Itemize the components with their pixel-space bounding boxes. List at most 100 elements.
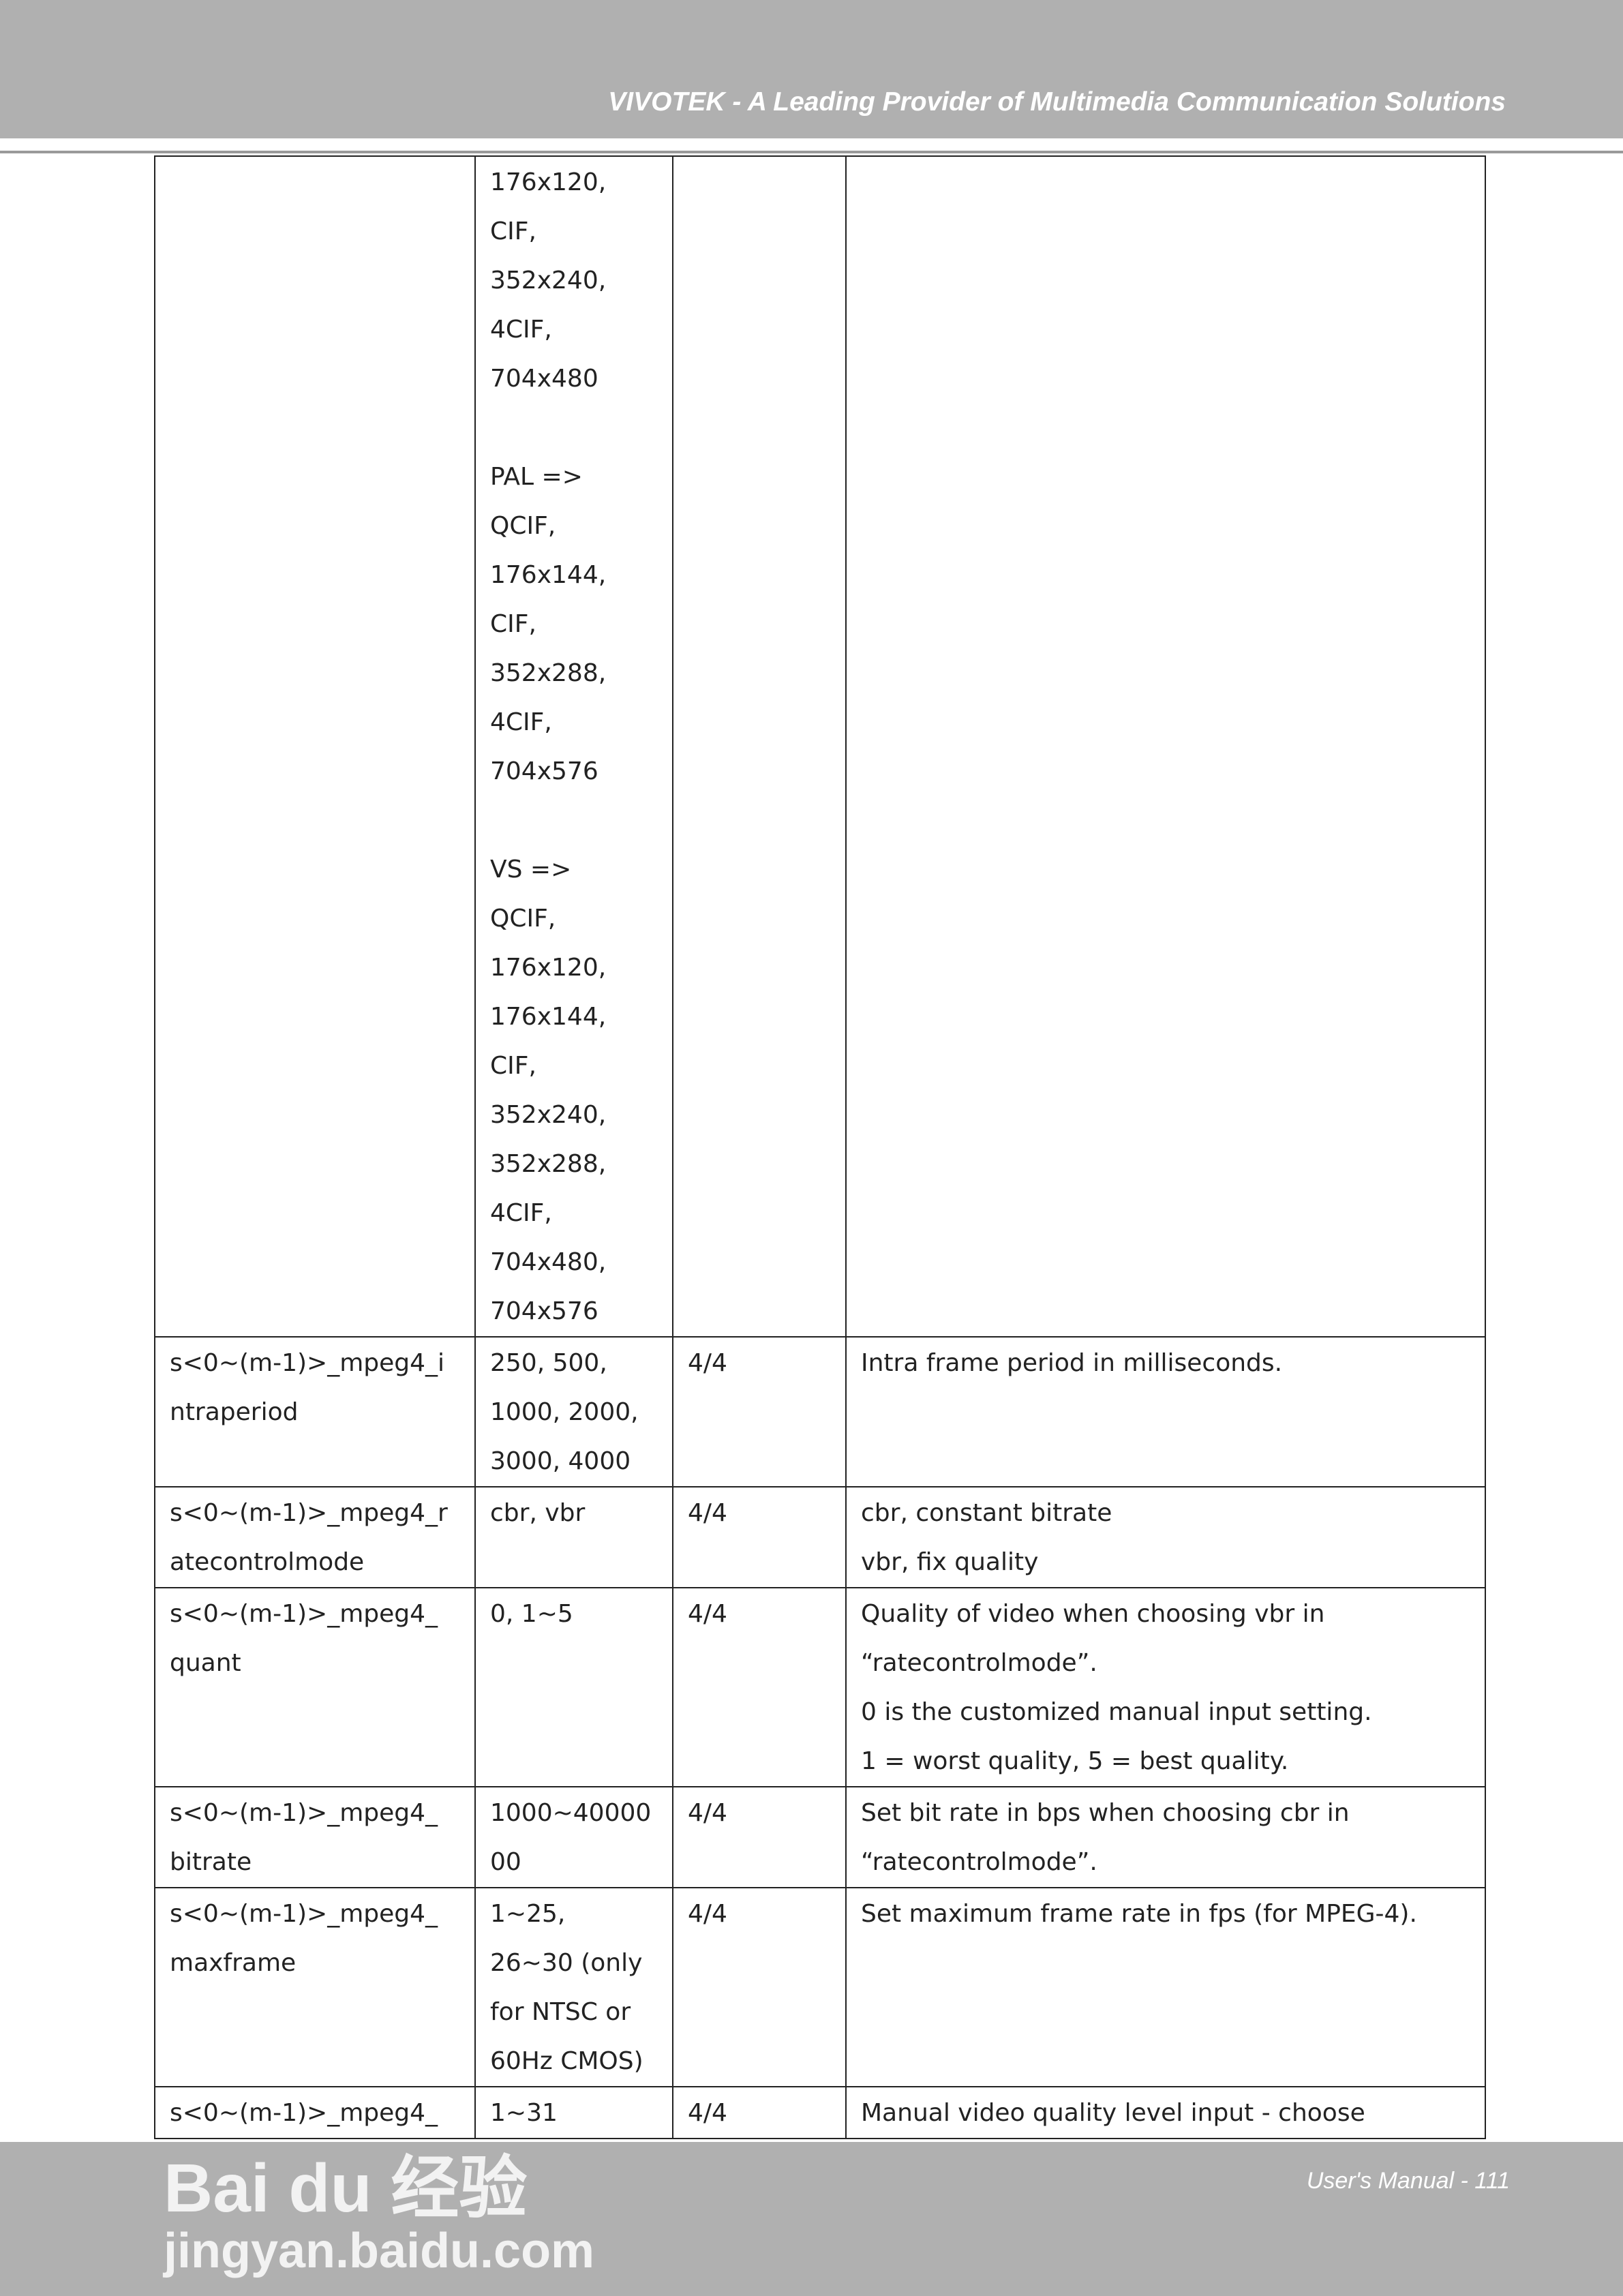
param-name-cell: s<0~(m-1)>_mpeg4_r atecontrolmode	[154, 1486, 476, 1588]
cell-line: 704x576	[490, 757, 598, 785]
param-name-cell: s<0~(m-1)>_mpeg4_quant	[154, 1587, 476, 1787]
page-number: User's Manual - 111	[1306, 2168, 1510, 2194]
cell-line: “ratecontrolmode”.	[861, 1649, 1097, 1677]
cell-line: s<0~(m-1)>_mpeg4_	[170, 1900, 438, 1928]
cell-line	[490, 404, 658, 453]
cell-line: 1000, 2000,	[490, 1398, 639, 1426]
cell-line: quant	[170, 1649, 241, 1677]
param-description-cell: Set bit rate in bps when choosing cbr in…	[845, 1786, 1486, 1888]
table-row: s<0~(m-1)>_mpeg4_quant 0, 1~5 4/4 Quality o…	[154, 1587, 1486, 1787]
cell-line: 704x480,	[490, 1248, 607, 1276]
page-footer	[0, 2142, 1623, 2296]
cell-line: 352x288,	[490, 1150, 607, 1178]
cell-line: 704x576	[490, 1297, 598, 1325]
cell-line: Manual video quality level input - choos…	[861, 2099, 1365, 2127]
param-value-cell: 1000~40000 00	[474, 1786, 673, 1888]
cell-line: 704x480	[490, 365, 598, 393]
cell-line: 1~25,	[490, 1900, 566, 1928]
cell-line: 4/4	[688, 1499, 727, 1527]
cell-line: 250, 500,	[490, 1349, 607, 1377]
param-security-cell: 4/4	[672, 1587, 847, 1787]
param-description-cell: Intra frame period in milliseconds.	[845, 1336, 1486, 1487]
cell-line: 4/4	[688, 2099, 727, 2127]
param-name-cell	[154, 155, 476, 1338]
cell-line: s<0~(m-1)>_mpeg4_	[170, 1600, 438, 1628]
cell-line: PAL =>	[490, 463, 583, 491]
param-name-cell: s<0~(m-1)>_mpeg4_ maxframe	[154, 1887, 476, 2087]
cell-line: 3000, 4000	[490, 1447, 631, 1475]
cell-line: Set maximum frame rate in fps (for MPEG-…	[861, 1900, 1417, 1928]
cell-line: 176x144,	[490, 561, 607, 589]
cell-line: 4CIF,	[490, 316, 552, 344]
cell-line: 00	[490, 1848, 521, 1876]
cell-line: 4/4	[688, 1349, 727, 1377]
param-security-cell: 4/4	[672, 2086, 847, 2139]
param-security-cell	[672, 155, 847, 1338]
cell-line: s<0~(m-1)>_mpeg4_	[170, 1799, 438, 1827]
cell-line: CIF,	[490, 217, 536, 245]
cell-line: 0, 1~5	[490, 1600, 573, 1628]
param-value-cell: 176x120, CIF, 352x240, 4CIF, 704x480 PAL => QC…	[474, 155, 673, 1338]
cell-line: bitrate	[170, 1848, 252, 1876]
cell-line: “ratecontrolmode”.	[861, 1848, 1097, 1876]
cell-line: 0 is the customized manual input setting…	[861, 1698, 1372, 1726]
param-value-cell: 0, 1~5	[474, 1587, 673, 1787]
cell-line: 352x240,	[490, 267, 607, 294]
cell-line: 1 = worst quality, 5 = best quality.	[861, 1747, 1289, 1775]
param-security-cell: 4/4	[672, 1486, 847, 1588]
param-name-cell: s<0~(m-1)>_mpeg4_bitrate	[154, 1786, 476, 1888]
param-value-cell: cbr, vbr	[474, 1486, 673, 1588]
param-description-cell	[845, 155, 1486, 1338]
param-description-cell: cbr, constant bitrate vbr, fix quality	[845, 1486, 1486, 1588]
cell-line: cbr, constant bitrate	[861, 1499, 1112, 1527]
cell-line	[490, 796, 658, 845]
cell-line: 60Hz CMOS)	[490, 2047, 643, 2075]
param-security-cell: 4/4	[672, 1336, 847, 1487]
param-name-cell: s<0~(m-1)>_mpeg4_	[154, 2086, 476, 2139]
cell-line: Intra frame period in milliseconds.	[861, 1349, 1283, 1377]
cell-line: s<0~(m-1)>_mpeg4_r	[170, 1499, 448, 1527]
cell-line: cbr, vbr	[490, 1499, 586, 1527]
cell-line: QCIF,	[490, 512, 556, 540]
cell-line: s<0~(m-1)>_mpeg4_	[170, 2099, 438, 2127]
cell-line: 4CIF,	[490, 1199, 552, 1227]
param-description-cell: Quality of video when choosing vbr in “ra…	[845, 1587, 1486, 1787]
header-divider	[0, 151, 1623, 153]
param-description-cell: Manual video quality level input - choos…	[845, 2086, 1486, 2139]
header-title: VIVOTEK - A Leading Provider of Multimed…	[608, 87, 1506, 117]
cell-line: 176x120,	[490, 168, 607, 196]
cell-line: 176x120,	[490, 954, 607, 982]
cell-line: 4/4	[688, 1600, 727, 1628]
cell-line: maxframe	[170, 1949, 297, 1977]
page-header: VIVOTEK - A Leading Provider of Multimed…	[0, 0, 1623, 138]
table-row: 176x120, CIF, 352x240, 4CIF, 704x480 PAL => QC…	[154, 155, 1486, 1338]
parameter-table: 176x120, CIF, 352x240, 4CIF, 704x480 PAL => QC…	[154, 155, 1486, 2139]
cell-line: ntraperiod	[170, 1398, 299, 1426]
cell-line: Set bit rate in bps when choosing cbr in	[861, 1799, 1350, 1827]
cell-line: s<0~(m-1)>_mpeg4_i	[170, 1349, 445, 1377]
cell-line: CIF,	[490, 1052, 536, 1080]
cell-line: VS =>	[490, 856, 572, 883]
cell-line: CIF,	[490, 610, 536, 638]
param-description-cell: Set maximum frame rate in fps (for MPEG-…	[845, 1887, 1486, 2087]
param-security-cell: 4/4	[672, 1887, 847, 2087]
param-value-cell: 1~31	[474, 2086, 673, 2139]
cell-line: 176x144,	[490, 1003, 607, 1031]
cell-line: 1~31	[490, 2099, 558, 2127]
cell-line: atecontrolmode	[170, 1548, 365, 1576]
table-row: s<0~(m-1)>_mpeg4_ 1~31 4/4 Manual video qua…	[154, 2086, 1486, 2139]
cell-line: vbr, fix quality	[861, 1548, 1039, 1576]
table-row: s<0~(m-1)>_mpeg4_ maxframe 1~25, 26~30 (onl…	[154, 1887, 1486, 2087]
table-row: s<0~(m-1)>_mpeg4_bitrate 1000~40000 00 4/4 S…	[154, 1786, 1486, 1888]
param-name-cell: s<0~(m-1)>_mpeg4_i ntraperiod	[154, 1336, 476, 1487]
cell-line: 4CIF,	[490, 708, 552, 736]
cell-line: 1000~40000	[490, 1799, 652, 1827]
param-security-cell: 4/4	[672, 1786, 847, 1888]
param-value-cell: 1~25, 26~30 (only for NTSC or 60Hz CMOS)	[474, 1887, 673, 2087]
cell-line: 4/4	[688, 1799, 727, 1827]
cell-line: for NTSC or	[490, 1998, 631, 2026]
table-row: s<0~(m-1)>_mpeg4_r atecontrolmode cbr, vbr…	[154, 1486, 1486, 1588]
cell-line: 352x288,	[490, 659, 607, 687]
param-value-cell: 250, 500, 1000, 2000, 3000, 4000	[474, 1336, 673, 1487]
cell-line: Quality of video when choosing vbr in	[861, 1600, 1325, 1628]
